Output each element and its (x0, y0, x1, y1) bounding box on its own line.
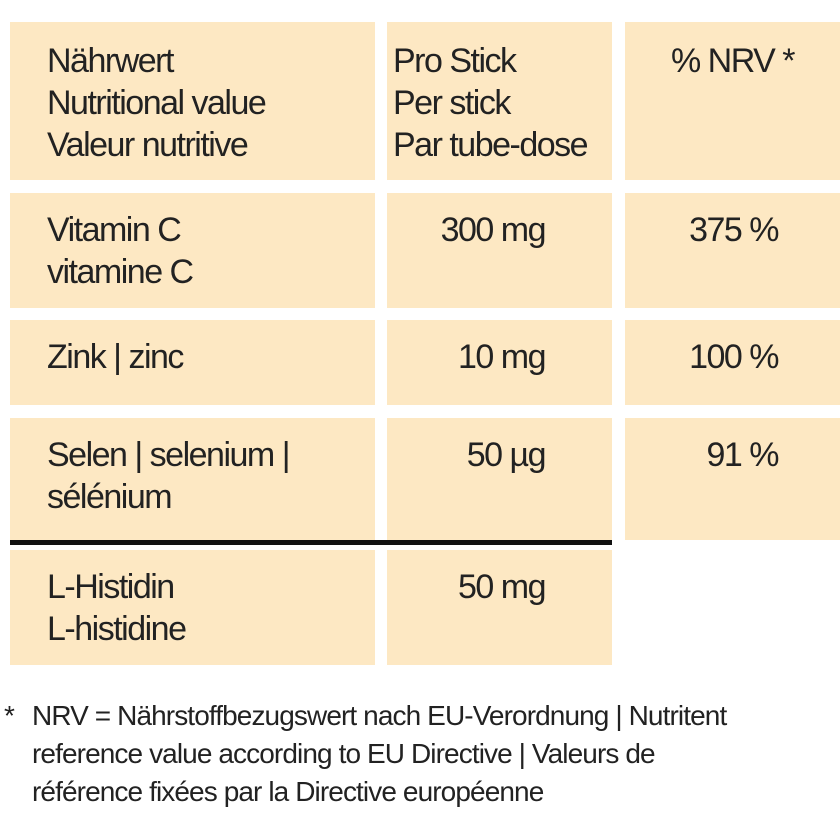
table-cell (387, 418, 612, 540)
amount: 10 mg (458, 338, 547, 376)
header-text: Nutritional value (47, 84, 267, 122)
header-cell (387, 22, 612, 180)
amount: 50 mg (458, 568, 547, 606)
nrv-percent: 100 % (689, 338, 779, 376)
nutrient-name: L-histidine (47, 610, 187, 648)
table-cell (387, 193, 612, 308)
nutrient-name: L-Histidin (47, 568, 175, 606)
header-text: Per stick (393, 84, 511, 122)
table-cell (387, 550, 612, 665)
footnote-line: NRV = Nährstoffbezugswert nach EU-Verord… (32, 700, 727, 731)
header-text: Valeur nutritive (47, 126, 249, 164)
table-cell (625, 418, 840, 540)
table-cell (625, 320, 840, 405)
table-cell (10, 193, 375, 308)
table-cell (10, 550, 375, 665)
table-cell (387, 320, 612, 405)
table-cell (625, 193, 840, 308)
header-text: Par tube-dose (393, 126, 589, 164)
amount: 50 µg (466, 436, 547, 474)
nrv-percent: 91 % (706, 436, 780, 474)
table-cell (10, 418, 375, 540)
header-text: Nährwert (47, 42, 174, 80)
header-cell (10, 22, 375, 180)
header-cell (625, 22, 840, 180)
nutrient-name: Zink | zinc (47, 338, 184, 376)
nutrient-name: sélénium (47, 478, 173, 516)
footnote-line: référence fixées par la Directive europé… (32, 776, 544, 807)
nutrient-name: vitamine C (47, 253, 194, 291)
nutrient-name: Vitamin C (47, 211, 182, 249)
footnote-marker: * (4, 700, 15, 731)
nutrient-name: Selen | selenium | (47, 436, 291, 474)
header-text: Pro Stick (393, 42, 517, 80)
header-text: % NRV * (670, 42, 796, 80)
amount: 300 mg (440, 211, 547, 249)
footnote-line: reference value according to EU Directiv… (32, 738, 656, 769)
table-cell (10, 320, 375, 405)
nrv-percent: 375 % (689, 211, 779, 249)
separator-rule (10, 540, 612, 545)
